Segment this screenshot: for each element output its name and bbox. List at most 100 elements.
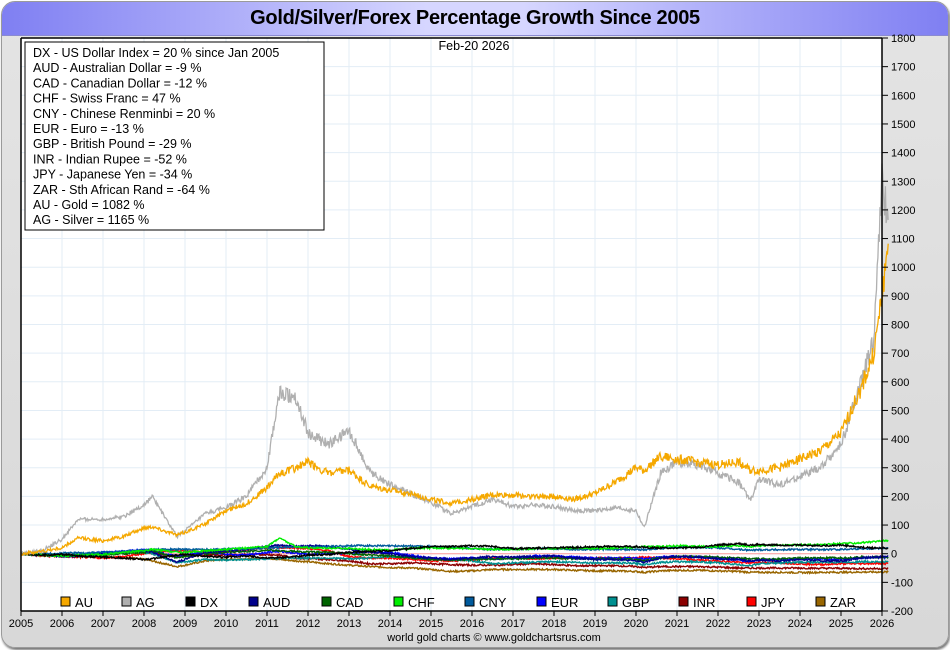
legend-label: CNY [479,595,507,610]
legend-item-inr: INR [678,595,715,610]
summary-line: JPY - Japanese Yen = -34 % [33,168,192,182]
series-line-au [20,243,889,557]
legend-swatch [121,596,132,607]
summary-line: AG - Silver = 1165 % [33,213,149,227]
x-tick-label: 2018 [542,618,566,630]
summary-line: EUR - Euro = -13 % [33,122,144,136]
legend-item-chf: CHF [393,595,435,610]
summary-line: GBP - British Pound = -29 % [33,137,192,151]
x-tick-label: 2022 [706,618,730,630]
legend-item-ag: AG [121,595,155,610]
x-tick-label: 2006 [50,618,74,630]
legend-swatch [607,596,618,607]
legend-swatch [815,596,826,607]
x-tick-label: 2015 [419,618,443,630]
y-tick-label: 1200 [891,205,915,217]
date-label: Feb-20 2026 [439,39,510,53]
y-tick-label: -100 [891,577,913,589]
y-tick-label: 1500 [891,119,915,131]
summary-line: CAD - Canadian Dollar = -12 % [33,76,207,90]
legend-label: ZAR [830,595,856,610]
y-tick-label: 300 [891,463,909,475]
legend-item-au: AU [60,595,93,610]
legend-swatch [464,596,475,607]
x-tick-label: 2020 [624,618,648,630]
x-tick-label: 2007 [91,618,115,630]
legend-swatch [60,596,71,607]
y-tick-label: 800 [891,320,909,332]
x-tick-label: 2019 [583,618,607,630]
legend-label: GBP [622,595,649,610]
legend-swatch [536,596,547,607]
legend-label: CAD [336,595,363,610]
legend-label: AU [75,595,93,610]
y-tick-label: 0 [891,549,897,561]
y-tick-label: 1700 [891,62,915,74]
x-tick-label: 2026 [870,618,894,630]
y-tick-label: 1000 [891,262,915,274]
legend-item-cad: CAD [321,595,363,610]
y-tick-label: 900 [891,291,909,303]
y-tick-label: 1400 [891,148,915,160]
x-tick-label: 2012 [296,618,320,630]
summary-line: INR - Indian Rupee = -52 % [33,152,187,166]
y-tick-label: 400 [891,434,909,446]
series-lines [20,163,889,575]
x-tick-label: 2023 [747,618,771,630]
series-line-dx [20,541,889,562]
y-tick-label: -200 [891,606,913,618]
x-tick-label: 2021 [665,618,689,630]
legend-label: INR [693,595,715,610]
y-tick-label: 1300 [891,176,915,188]
y-tick-label: 1800 [891,33,915,45]
y-tick-label: 700 [891,348,909,360]
legend-swatch [678,596,689,607]
footer-credit: world gold charts © www.goldchartsrus.co… [386,632,601,644]
summary-line: CHF - Swiss Franc = 47 % [33,92,181,106]
y-tick-label: 100 [891,520,909,532]
y-tick-label: 500 [891,405,909,417]
legend-label: EUR [551,595,578,610]
legend-item-aud: AUD [248,595,290,610]
summary-line: DX - US Dollar Index = 20 % since Jan 20… [33,46,279,60]
legend-swatch [393,596,404,607]
summary-line: CNY - Chinese Renminbi = 20 % [33,107,215,121]
chart-title: Gold/Silver/Forex Percentage Growth Sinc… [250,7,700,29]
series-line-chf [20,537,889,558]
x-tick-label: 2017 [501,618,525,630]
x-tick-label: 2011 [255,618,279,630]
x-tick-label: 2013 [337,618,361,630]
x-tick-label: 2005 [9,618,33,630]
series-line-zar [20,552,889,575]
x-tick-label: 2025 [829,618,853,630]
x-tick-label: 2016 [460,618,484,630]
y-tick-label: 200 [891,491,909,503]
legend-label: JPY [761,595,785,610]
legend-swatch [248,596,259,607]
legend-label: CHF [408,595,435,610]
series-line-ag [20,163,889,556]
y-tick-label: 1600 [891,90,915,102]
legend-item-jpy: JPY [746,595,785,610]
y-tick-label: 1100 [891,234,915,246]
legend-item-dx: DX [185,595,218,610]
x-tick-label: 2010 [214,618,238,630]
x-axis-ticks: 2005 2006 2007 2008 2009 2010 2011 2012 2013 2014… [9,611,894,630]
summary-line: ZAR - Sth African Rand = -64 % [33,183,210,197]
legend: AU AG DX AUD CAD CHF CNY EUR GBP INR JPY ZAR [60,595,856,610]
x-tick-label: 2014 [378,618,402,630]
summary-box: DX - US Dollar Index = 20 % since Jan 20… [24,41,325,231]
y-tick-label: 600 [891,377,909,389]
legend-item-zar: ZAR [815,595,856,610]
legend-label: AG [136,595,155,610]
x-tick-label: 2008 [132,618,156,630]
summary-line: AU - Gold = 1082 % [33,198,145,212]
legend-label: DX [200,595,218,610]
chart-title-bar: Gold/Silver/Forex Percentage Growth Sinc… [2,2,948,36]
legend-swatch [746,596,757,607]
summary-line: AUD - Australian Dollar = -9 % [33,61,201,75]
legend-item-cny: CNY [464,595,507,610]
x-tick-label: 2009 [173,618,197,630]
legend-item-gbp: GBP [607,595,649,610]
